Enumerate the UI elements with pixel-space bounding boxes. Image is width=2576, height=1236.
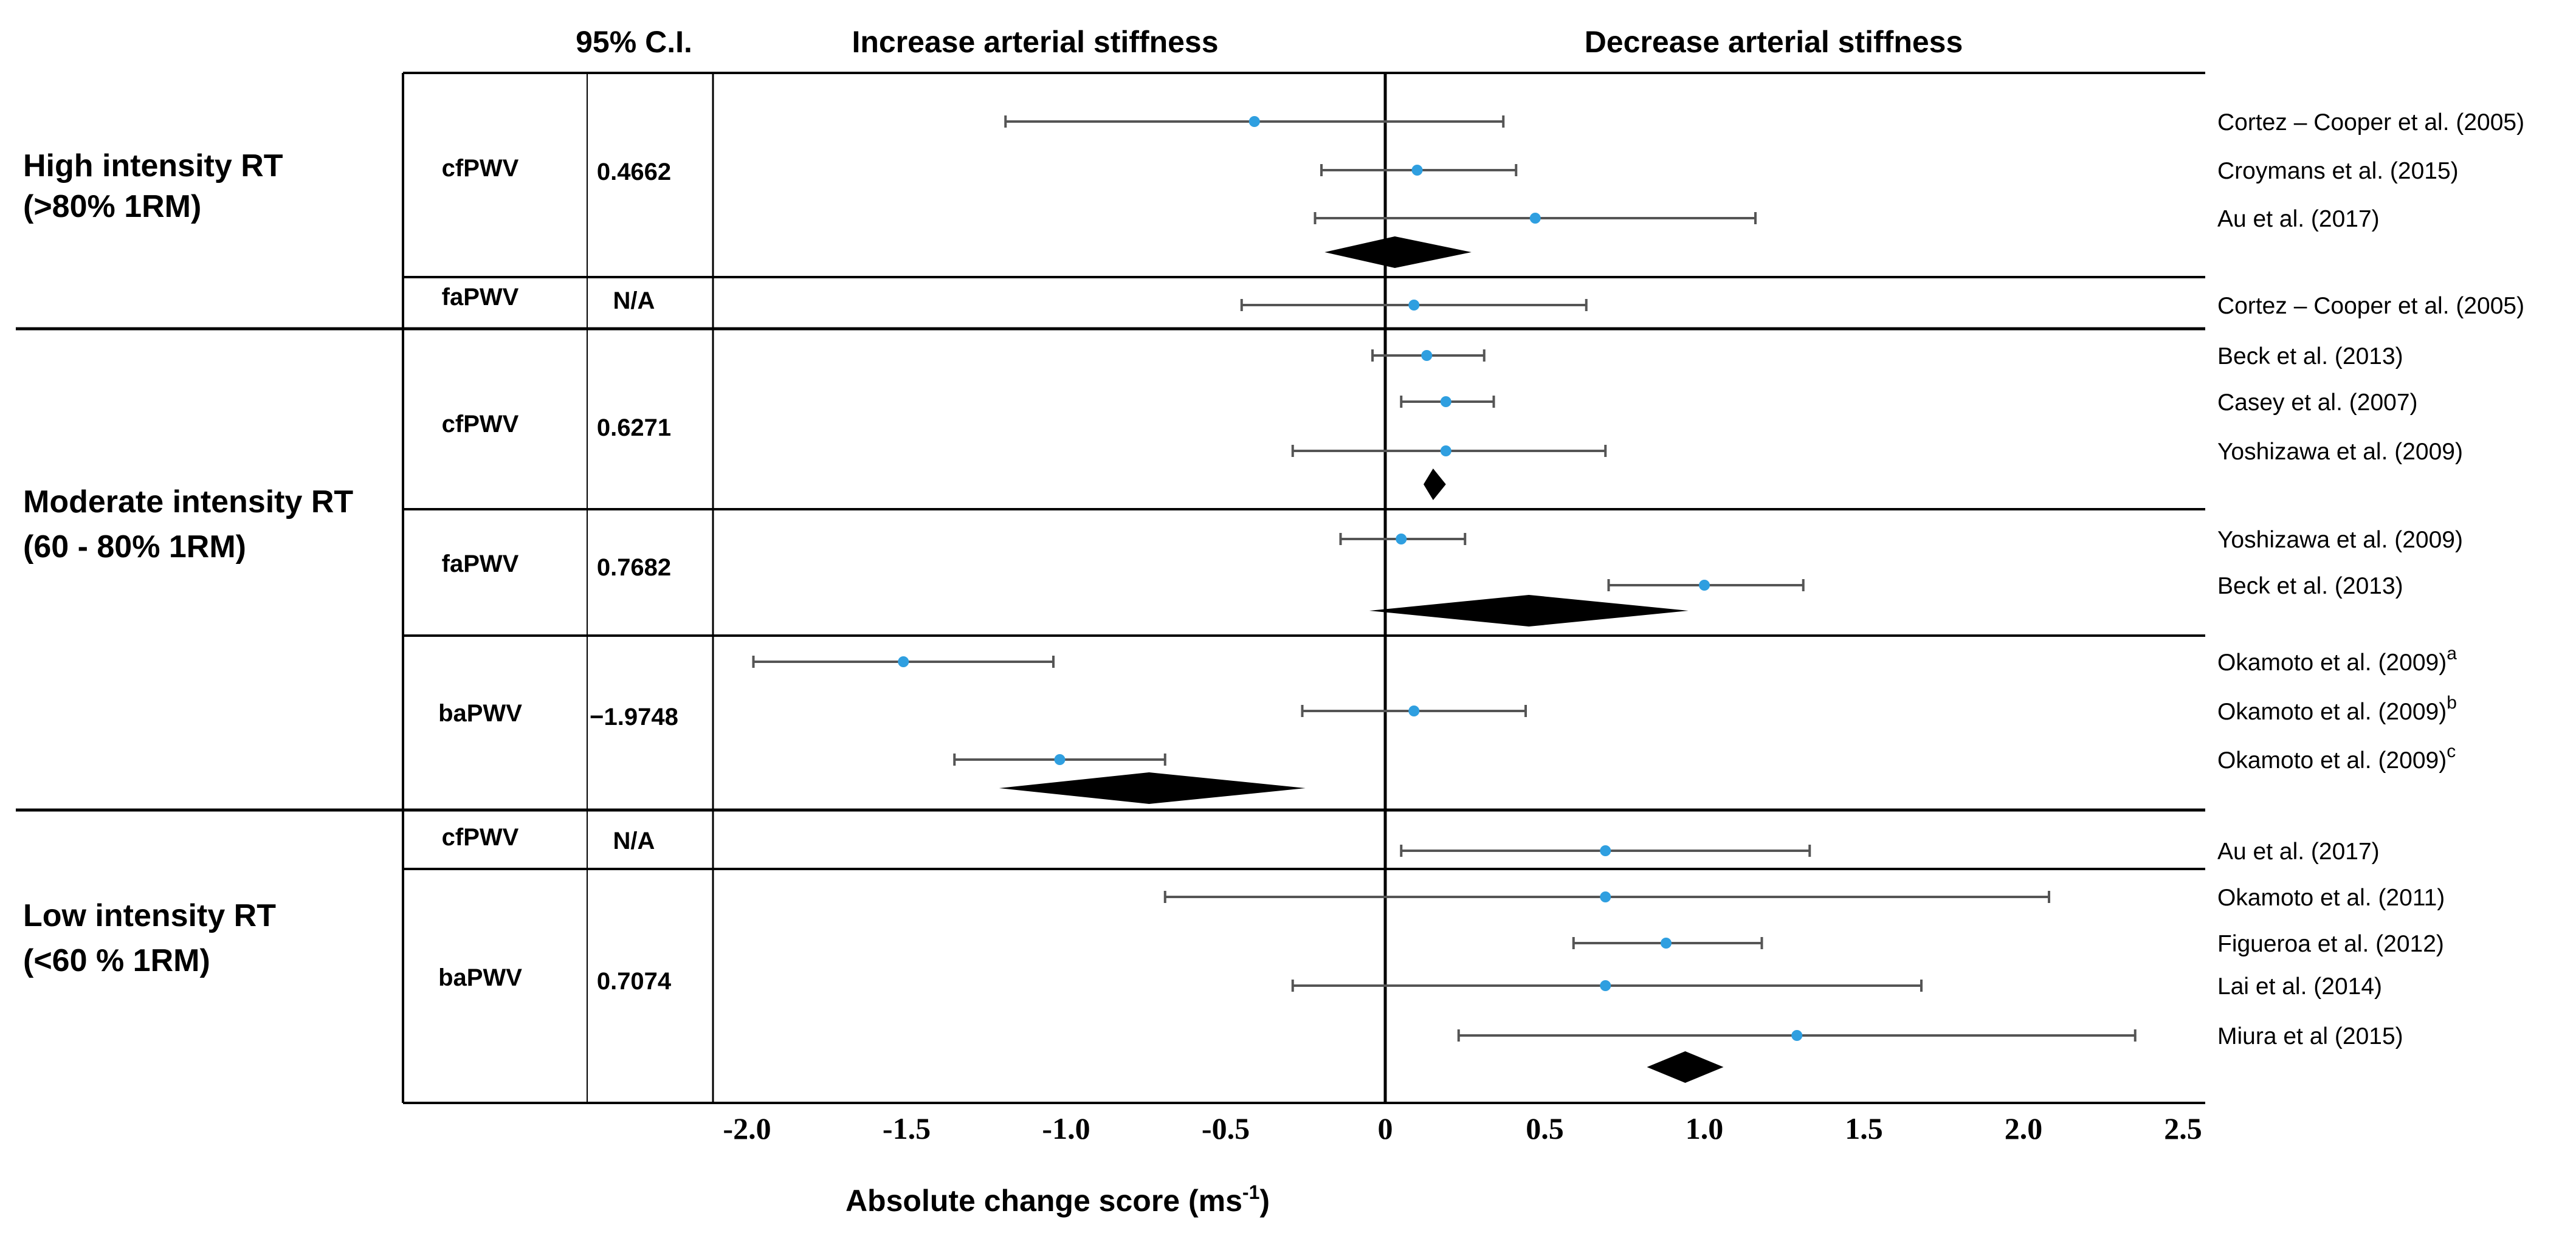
- measure-label: baPWV: [438, 964, 522, 991]
- decrease-header: Decrease arterial stiffness: [1585, 25, 1963, 59]
- ci-value: 0.4662: [597, 159, 671, 185]
- study-label: Okamoto et al. (2011): [2217, 885, 2445, 911]
- ci-header: 95% C.I.: [576, 25, 692, 59]
- effect-point: [1411, 165, 1423, 176]
- x-tick-label: 2.5: [2164, 1111, 2202, 1145]
- pooled-diamond: [1424, 469, 1446, 500]
- measure-label: cfPWV: [442, 155, 519, 182]
- effect-point: [1600, 845, 1611, 856]
- study-label: Miura et al (2015): [2217, 1023, 2403, 1049]
- effect-point: [1408, 706, 1420, 716]
- group-label: (>80% 1RM): [23, 189, 201, 224]
- study-superscript: b: [2447, 693, 2457, 713]
- effect-point: [1440, 396, 1452, 407]
- pooled-diamond: [1369, 595, 1689, 627]
- study-name: Cortez – Cooper et al. (2005): [2217, 293, 2524, 319]
- effect-point: [1421, 350, 1433, 361]
- x-tick-label: -1.5: [883, 1111, 931, 1145]
- x-tick-label: 0.5: [1526, 1111, 1564, 1145]
- study-name: Okamoto et al. (2009): [2217, 747, 2447, 774]
- group-label: Moderate intensity RT: [23, 484, 353, 520]
- x-tick-label: -1.0: [1042, 1111, 1090, 1145]
- ci-value: −1.9748: [590, 704, 678, 730]
- study-name: Lai et al. (2014): [2217, 973, 2382, 1000]
- study-label: Yoshizawa et al. (2009): [2217, 439, 2463, 465]
- study-name: Miura et al (2015): [2217, 1023, 2403, 1049]
- study-label: Beck et al. (2013): [2217, 573, 2403, 599]
- plot-frame: [16, 72, 2205, 1104]
- x-axis-label-close: ): [1259, 1184, 1270, 1218]
- group-label: (60 - 80% 1RM): [23, 529, 246, 565]
- x-tick-label: -2.0: [723, 1111, 771, 1145]
- ci-value: 0.7074: [597, 968, 672, 995]
- study-label: Beck et al. (2013): [2217, 343, 2403, 369]
- ci-value: N/A: [613, 828, 655, 854]
- measure-label: faPWV: [442, 551, 519, 577]
- study-name: Casey et al. (2007): [2217, 390, 2418, 416]
- effect-point: [1791, 1030, 1803, 1041]
- effect-point: [1600, 980, 1611, 991]
- effect-point: [1600, 891, 1611, 902]
- study-name: Au et al. (2017): [2217, 206, 2380, 232]
- study-label: Au et al. (2017): [2217, 839, 2380, 865]
- study-label: Figueroa et al. (2012): [2217, 931, 2444, 957]
- effect-point: [1054, 754, 1066, 765]
- study-name: Yoshizawa et al. (2009): [2217, 527, 2463, 553]
- measure-label: faPWV: [442, 284, 519, 311]
- study-label: Cortez – Cooper et al. (2005): [2217, 109, 2524, 136]
- x-axis-label-main: Absolute change score (ms: [845, 1184, 1242, 1218]
- effect-point: [1408, 300, 1420, 311]
- measure-label: baPWV: [438, 700, 522, 727]
- study-label: Okamoto et al. (2009)b: [2217, 693, 2457, 725]
- effect-point: [898, 656, 909, 667]
- x-axis-label: Absolute change score (ms-1): [845, 1181, 1270, 1218]
- ci-value: 0.7682: [597, 554, 671, 581]
- group-label: (<60 % 1RM): [23, 943, 210, 978]
- study-label: Yoshizawa et al. (2009): [2217, 527, 2463, 553]
- pooled-diamond: [1324, 236, 1472, 268]
- study-name: Beck et al. (2013): [2217, 343, 2403, 369]
- study-label: Lai et al. (2014): [2217, 973, 2382, 1000]
- ci-value: N/A: [613, 287, 655, 314]
- effect-point: [1699, 580, 1710, 591]
- increase-header: Increase arterial stiffness: [852, 25, 1218, 59]
- study-name: Okamoto et al. (2011): [2217, 885, 2445, 911]
- x-axis-label-superscript: -1: [1242, 1181, 1259, 1203]
- pooled-diamond: [1647, 1051, 1724, 1083]
- ci-value: 0.6271: [597, 414, 671, 441]
- study-name: Okamoto et al. (2009): [2217, 650, 2447, 676]
- study-superscript: a: [2447, 644, 2457, 664]
- study-label: Cortez – Cooper et al. (2005): [2217, 293, 2524, 319]
- study-name: Okamoto et al. (2009): [2217, 699, 2447, 725]
- measure-label: cfPWV: [442, 824, 519, 851]
- x-tick-label: 1.0: [1686, 1111, 1724, 1145]
- study-name: Au et al. (2017): [2217, 839, 2380, 865]
- effect-point: [1440, 445, 1452, 456]
- x-tick-label: -0.5: [1202, 1111, 1250, 1145]
- study-label: Casey et al. (2007): [2217, 390, 2418, 416]
- effect-point: [1248, 116, 1260, 127]
- effect-point: [1529, 213, 1541, 224]
- study-label: Okamoto et al. (2009)c: [2217, 741, 2456, 774]
- pooled-diamond: [999, 772, 1306, 804]
- group-label: Low intensity RT: [23, 898, 276, 933]
- group-label: High intensity RT: [23, 148, 283, 184]
- x-tick-label: 1.5: [1845, 1111, 1883, 1145]
- study-name: Cortez – Cooper et al. (2005): [2217, 109, 2524, 136]
- study-name: Croymans et al. (2015): [2217, 158, 2459, 184]
- study-label: Croymans et al. (2015): [2217, 158, 2459, 184]
- study-label: Au et al. (2017): [2217, 206, 2380, 232]
- x-tick-label: 2.0: [2005, 1111, 2043, 1145]
- x-tick-label: 0: [1378, 1111, 1393, 1145]
- study-label: Okamoto et al. (2009)a: [2217, 644, 2457, 676]
- effect-point: [1661, 938, 1672, 949]
- measure-label: cfPWV: [442, 411, 519, 438]
- study-superscript: c: [2447, 741, 2456, 761]
- study-name: Beck et al. (2013): [2217, 573, 2403, 599]
- study-name: Figueroa et al. (2012): [2217, 931, 2444, 957]
- study-name: Yoshizawa et al. (2009): [2217, 439, 2463, 465]
- effect-point: [1396, 534, 1407, 544]
